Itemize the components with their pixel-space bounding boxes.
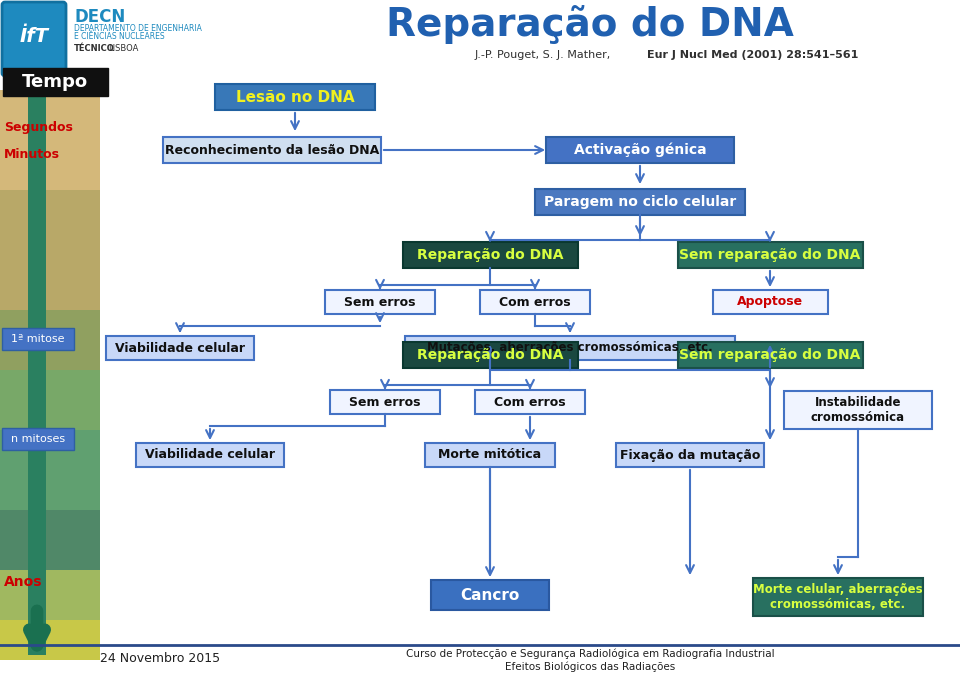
FancyBboxPatch shape [402,342,578,368]
FancyBboxPatch shape [712,290,828,314]
FancyBboxPatch shape [405,336,735,360]
Text: DEPARTAMENTO DE ENGENHARIA: DEPARTAMENTO DE ENGENHARIA [74,24,202,33]
Text: Cancro: Cancro [461,587,519,602]
Bar [28,90,46,655]
Text: Reconhecimento da lesão DNA: Reconhecimento da lesão DNA [165,143,379,156]
FancyBboxPatch shape [215,84,375,110]
Text: J.-P. Pouget, S. J. Mather,: J.-P. Pouget, S. J. Mather, [475,50,614,60]
Text: Reparação do DNA: Reparação do DNA [417,348,564,362]
FancyBboxPatch shape [325,290,435,314]
Bar [0,510,100,570]
Text: Fixação da mutação: Fixação da mutação [620,449,760,462]
Bar [0,370,100,430]
Text: Tempo: Tempo [22,73,88,91]
Bar [0,430,100,510]
Text: İfT: İfT [19,27,49,46]
Text: 1ª mitose: 1ª mitose [12,334,64,344]
FancyBboxPatch shape [784,391,932,429]
Text: Com erros: Com erros [499,295,571,308]
Bar [0,620,100,660]
FancyBboxPatch shape [546,137,734,163]
FancyBboxPatch shape [431,580,549,610]
Text: Instabilidade
cromossómica: Instabilidade cromossómica [811,396,905,424]
Text: Mutações, aberrações cromossómicas, etc.: Mutações, aberrações cromossómicas, etc. [427,342,713,355]
FancyBboxPatch shape [616,443,764,467]
Bar [0,90,100,190]
Text: Efeitos Biológicos das Radiações: Efeitos Biológicos das Radiações [505,662,675,672]
FancyBboxPatch shape [535,189,745,215]
Text: Paragem no ciclo celular: Paragem no ciclo celular [544,195,736,209]
Text: Anos: Anos [4,575,42,589]
Text: Sem erros: Sem erros [345,295,416,308]
Text: Reparação do DNA: Reparação do DNA [417,248,564,262]
Text: DECN: DECN [74,8,125,26]
FancyBboxPatch shape [2,428,74,450]
Text: Eur J Nucl Med (2001) 28:541–561: Eur J Nucl Med (2001) 28:541–561 [647,50,858,60]
Text: Sem reparação do DNA: Sem reparação do DNA [680,348,861,362]
FancyBboxPatch shape [2,2,66,76]
Text: Apoptose: Apoptose [737,295,804,308]
FancyBboxPatch shape [2,328,74,350]
Text: Morte celular, aberrações
cromossómicas, etc.: Morte celular, aberrações cromossómicas,… [754,583,923,611]
FancyBboxPatch shape [330,390,440,414]
Text: Activação génica: Activação génica [574,143,707,158]
Text: E CIÊNCIAS NUCLEARES: E CIÊNCIAS NUCLEARES [74,32,164,41]
Text: Com erros: Com erros [494,396,565,409]
Text: Viabilidade celular: Viabilidade celular [145,449,275,462]
Text: Reparação do DNA: Reparação do DNA [386,5,794,44]
Text: 24 Novembro 2015: 24 Novembro 2015 [100,651,220,664]
Text: n mitoses: n mitoses [11,434,65,444]
Text: Lesão no DNA: Lesão no DNA [236,89,354,104]
Text: LISBOA: LISBOA [108,44,138,53]
FancyBboxPatch shape [475,390,585,414]
Bar [0,570,100,620]
Bar [0,190,100,310]
Bar [0,90,100,660]
FancyBboxPatch shape [678,242,862,268]
FancyBboxPatch shape [678,342,862,368]
Text: Morte mitótica: Morte mitótica [439,449,541,462]
Text: Sem reparação do DNA: Sem reparação do DNA [680,248,861,262]
Text: Segundos: Segundos [4,121,73,134]
FancyBboxPatch shape [163,137,381,163]
Text: Sem erros: Sem erros [349,396,420,409]
FancyBboxPatch shape [3,68,108,96]
Text: Viabilidade celular: Viabilidade celular [115,342,245,355]
Text: TÉCNICO: TÉCNICO [74,44,115,53]
FancyBboxPatch shape [753,578,923,616]
FancyBboxPatch shape [136,443,284,467]
Bar [0,310,100,370]
FancyBboxPatch shape [480,290,590,314]
FancyBboxPatch shape [106,336,254,360]
FancyBboxPatch shape [425,443,555,467]
FancyBboxPatch shape [402,242,578,268]
Text: Minutos: Minutos [4,149,60,162]
Text: Curso de Protecção e Segurança Radiológica em Radiografia Industrial: Curso de Protecção e Segurança Radiológi… [406,649,775,659]
